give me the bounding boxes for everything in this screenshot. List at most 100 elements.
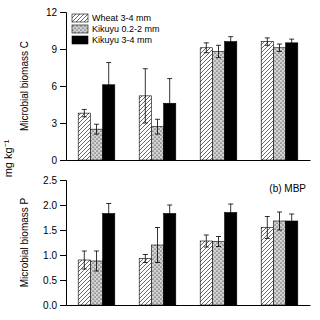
y-tick-label: 1.0 (43, 250, 57, 261)
error-bar (155, 228, 160, 263)
legend-swatch (72, 36, 88, 44)
error-bar (216, 45, 221, 57)
error-bar (277, 212, 282, 230)
legend-label: Wheat 3-4 mm (92, 13, 151, 23)
y-axis-line (60, 181, 67, 306)
y-tick: 2.0 (43, 200, 66, 211)
bar (103, 214, 115, 306)
y-tick: 0.0 (43, 300, 66, 311)
error-bar (82, 109, 87, 116)
legend: Wheat 3-4 mmKikuyu 0.2-2 mmKikuyu 3-4 mm (72, 13, 160, 45)
bar (286, 221, 298, 305)
y-tick-mark (60, 255, 66, 256)
y-tick-mark (60, 86, 66, 87)
error-bar (204, 43, 209, 53)
y-tick-mark (60, 180, 66, 181)
bar (212, 51, 224, 160)
error-bar (277, 44, 282, 51)
error-bar (143, 69, 148, 123)
y-axis-line (60, 13, 67, 161)
error-bar (155, 119, 160, 134)
annotation: (b) MBP (269, 183, 306, 194)
y-axis: 0.0 0.5 1.0 1.5 2.0 2.5 (43, 175, 66, 311)
y-tick-mark (60, 160, 66, 161)
error-bar (204, 235, 209, 247)
x-axis (67, 305, 311, 307)
x-axis (67, 160, 311, 162)
shared-y-label: mg kg⁻¹ (2, 139, 14, 177)
y-tick-label: 6 (51, 81, 57, 92)
bar (225, 42, 237, 160)
legend-swatch (72, 14, 88, 22)
x-axis-line (67, 305, 311, 306)
bar (225, 213, 237, 306)
y-tick-mark (60, 123, 66, 124)
error-bar (167, 79, 172, 128)
plot-area (78, 204, 298, 306)
error-bar (106, 204, 111, 224)
bar (286, 43, 298, 160)
panel: 0.0 0.5 1.0 1.5 2.0 2.5 Microbial biomass P (b)… (19, 175, 311, 311)
y-tick-label: 2.5 (43, 175, 57, 186)
legend-label: Kikuyu 3-4 mm (92, 35, 152, 45)
y-tick-label: 3 (51, 118, 57, 129)
x-axis-line (67, 160, 311, 161)
y-tick-label: 9 (51, 44, 57, 55)
legend-item: Wheat 3-4 mm (72, 13, 151, 23)
y-tick-label: 0.5 (43, 275, 57, 286)
bar (273, 221, 285, 305)
bar (273, 48, 285, 160)
y-axis: 0 3 6 9 12 (46, 7, 67, 166)
bar (212, 242, 224, 306)
y-tick-label: 12 (46, 7, 58, 18)
y-tick-label: 2.0 (43, 200, 57, 211)
y-tick: 12 (46, 7, 66, 18)
bar (139, 259, 151, 306)
y-tick: 0 (51, 155, 66, 166)
legend-item: Kikuyu 3-4 mm (72, 35, 152, 45)
y-tick-mark (60, 12, 66, 13)
y-tick-mark (60, 230, 66, 231)
error-bar (167, 205, 172, 222)
error-bar (106, 63, 111, 107)
error-bar (143, 255, 148, 263)
y-tick-mark (60, 205, 66, 206)
y-tick: 9 (51, 44, 66, 55)
y-tick: 0.5 (43, 275, 66, 286)
error-bar (289, 39, 294, 46)
error-bar (265, 38, 270, 45)
error-bar (82, 251, 87, 269)
y-tick-mark (60, 280, 66, 281)
error-bar (94, 251, 99, 271)
y-tick-label: 0.0 (43, 300, 57, 311)
panel: 036912Microbial biomass CWheat 3-4 mmKik… (19, 7, 311, 166)
bar (78, 113, 90, 160)
error-bar (228, 37, 233, 47)
y-tick-mark (60, 49, 66, 50)
legend-label: Kikuyu 0.2-2 mm (92, 24, 160, 34)
bar (261, 42, 273, 160)
chart: 036912Microbial biomass CWheat 3-4 mmKik… (0, 0, 320, 320)
error-bar (94, 124, 99, 134)
bar (200, 48, 212, 160)
error-bar (228, 204, 233, 221)
legend-swatch (72, 25, 88, 33)
y-tick: 3 (51, 118, 66, 129)
error-bar (289, 214, 294, 228)
error-bar (265, 217, 270, 239)
bar (164, 214, 176, 306)
y-tick: 1.5 (43, 225, 66, 236)
y-tick-mark (60, 305, 66, 306)
bar (200, 241, 212, 305)
y-tick: 1.0 (43, 250, 66, 261)
bar (261, 228, 273, 306)
y-axis-title: Microbial biomass P (19, 197, 30, 287)
plot-area (78, 37, 298, 160)
y-tick-label: 1.5 (43, 225, 57, 236)
y-tick: 2.5 (43, 175, 66, 186)
y-tick: 6 (51, 81, 66, 92)
legend-item: Kikuyu 0.2-2 mm (72, 24, 160, 34)
y-axis-title: Microbial biomass C (19, 41, 30, 131)
error-bar (216, 237, 221, 247)
y-tick-label: 0 (51, 155, 57, 166)
